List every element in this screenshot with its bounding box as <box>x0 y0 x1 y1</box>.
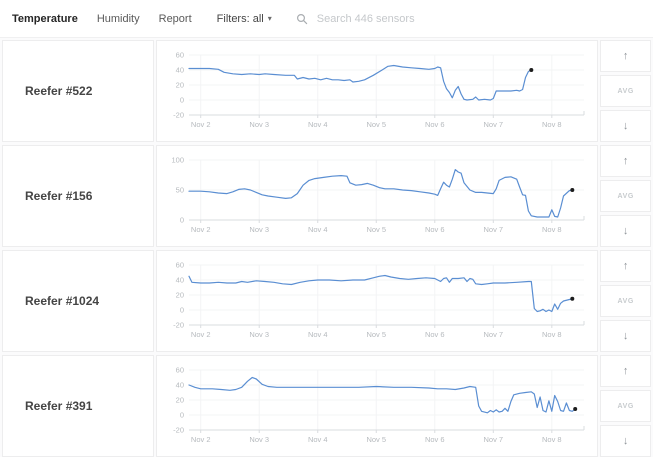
tab-label: Report <box>158 12 192 25</box>
search-input[interactable] <box>314 11 459 26</box>
header-tab[interactable]: Temperature <box>12 13 78 25</box>
caret-down-icon: ▾ <box>267 14 272 23</box>
line-chart[interactable]: 60 40 20 0 -20 Nov 2 Nov 3 Nov 4 Nov 5 Nov 6 Nov 7… <box>157 356 598 456</box>
svg-text:Nov 7: Nov 7 <box>484 330 504 339</box>
svg-text:Nov 6: Nov 6 <box>425 330 445 339</box>
top-bar: Temperature Humidity Report Filters: all ▾ <box>0 0 653 38</box>
sensor-label-card[interactable]: Reefer #1024 <box>2 250 155 352</box>
svg-text:-20: -20 <box>173 111 184 120</box>
sensor-label-card[interactable]: Reefer #156 <box>2 145 155 247</box>
svg-text:Nov 8: Nov 8 <box>542 120 562 129</box>
svg-text:Nov 7: Nov 7 <box>484 435 504 444</box>
svg-text:40: 40 <box>176 276 184 285</box>
svg-text:50: 50 <box>176 186 184 195</box>
arrow-up-icon[interactable]: ↑ <box>600 250 651 282</box>
header-tab[interactable]: Report <box>159 13 192 25</box>
svg-text:Nov 5: Nov 5 <box>367 120 387 129</box>
svg-text:60: 60 <box>176 261 184 270</box>
sensor-name: Reefer #522 <box>25 84 93 98</box>
svg-text:0: 0 <box>180 411 184 420</box>
arrow-up-icon[interactable]: ↑ <box>600 40 651 72</box>
arrow-down-icon[interactable]: ↓ <box>600 215 651 247</box>
chart-controls: ↑ AVG ↓ <box>600 355 651 457</box>
svg-text:20: 20 <box>176 81 184 90</box>
svg-text:0: 0 <box>180 96 184 105</box>
arrow-up-icon[interactable]: ↑ <box>600 145 651 177</box>
svg-text:Nov 8: Nov 8 <box>542 435 562 444</box>
header-tabs: Temperature Humidity Report <box>12 13 211 25</box>
svg-text:Nov 4: Nov 4 <box>308 435 328 444</box>
avg-toggle[interactable]: AVG <box>600 75 651 107</box>
svg-text:Nov 3: Nov 3 <box>250 225 270 234</box>
line-chart[interactable]: 100 50 0 Nov 2 Nov 3 Nov 4 Nov 5 Nov 6 Nov 7 Nov … <box>157 146 598 246</box>
svg-text:-20: -20 <box>173 426 184 435</box>
sensor-chart[interactable]: 60 40 20 0 -20 Nov 2 Nov 3 Nov 4 Nov 5 Nov 6 Nov 7… <box>156 250 599 352</box>
sensor-row: Reefer #156 100 50 0 Nov 2 Nov 3 Nov 4 Nov 5 No… <box>2 145 651 247</box>
line-chart[interactable]: 60 40 20 0 -20 Nov 2 Nov 3 Nov 4 Nov 5 Nov 6 Nov 7… <box>157 251 598 351</box>
avg-toggle[interactable]: AVG <box>600 390 651 422</box>
chart-controls: ↑ AVG ↓ <box>600 145 651 247</box>
search-icon <box>296 13 308 25</box>
svg-text:Nov 8: Nov 8 <box>542 330 562 339</box>
svg-text:-20: -20 <box>173 321 184 330</box>
svg-text:Nov 2: Nov 2 <box>191 225 211 234</box>
svg-text:100: 100 <box>172 156 185 165</box>
sensor-chart[interactable]: 60 40 20 0 -20 Nov 2 Nov 3 Nov 4 Nov 5 Nov 6 Nov 7… <box>156 355 599 457</box>
sensor-row: Reefer #1024 60 40 20 0 -20 Nov 2 Nov 3 Nov 4 No… <box>2 250 651 352</box>
avg-toggle[interactable]: AVG <box>600 285 651 317</box>
rows: Reefer #522 60 40 20 0 -20 Nov 2 Nov 3 Nov 4 Nov… <box>0 38 653 457</box>
svg-text:Nov 8: Nov 8 <box>542 225 562 234</box>
search-box[interactable] <box>296 11 459 26</box>
avg-toggle[interactable]: AVG <box>600 180 651 212</box>
sensor-name: Reefer #1024 <box>25 294 100 308</box>
tab-label: Temperature <box>12 12 78 25</box>
svg-text:Nov 4: Nov 4 <box>308 225 328 234</box>
svg-text:60: 60 <box>176 51 184 60</box>
svg-text:20: 20 <box>176 291 184 300</box>
svg-text:40: 40 <box>176 381 184 390</box>
filters-dropdown[interactable]: Filters: all ▾ <box>217 13 272 25</box>
arrow-down-icon[interactable]: ↓ <box>600 320 651 352</box>
svg-text:Nov 7: Nov 7 <box>484 120 504 129</box>
svg-text:Nov 4: Nov 4 <box>308 330 328 339</box>
sensor-chart[interactable]: 100 50 0 Nov 2 Nov 3 Nov 4 Nov 5 Nov 6 Nov 7 Nov … <box>156 145 599 247</box>
svg-text:Nov 5: Nov 5 <box>367 435 387 444</box>
header-tab[interactable]: Humidity <box>97 13 140 25</box>
svg-text:40: 40 <box>176 66 184 75</box>
svg-text:Nov 2: Nov 2 <box>191 330 211 339</box>
arrow-down-icon[interactable]: ↓ <box>600 425 651 457</box>
svg-text:Nov 2: Nov 2 <box>191 435 211 444</box>
sensor-name: Reefer #156 <box>25 189 93 203</box>
svg-text:Nov 5: Nov 5 <box>367 330 387 339</box>
filters-label: Filters: all <box>216 12 264 25</box>
svg-text:Nov 3: Nov 3 <box>250 330 270 339</box>
svg-text:Nov 6: Nov 6 <box>425 435 445 444</box>
svg-text:Nov 6: Nov 6 <box>425 120 445 129</box>
sensor-chart[interactable]: 60 40 20 0 -20 Nov 2 Nov 3 Nov 4 Nov 5 Nov 6 Nov 7… <box>156 40 599 142</box>
sensor-label-card[interactable]: Reefer #391 <box>2 355 155 457</box>
svg-text:60: 60 <box>176 366 184 375</box>
svg-text:Nov 3: Nov 3 <box>250 120 270 129</box>
sensor-row: Reefer #522 60 40 20 0 -20 Nov 2 Nov 3 Nov 4 Nov… <box>2 40 651 142</box>
svg-text:20: 20 <box>176 396 184 405</box>
svg-text:Nov 6: Nov 6 <box>425 225 445 234</box>
svg-text:0: 0 <box>180 216 184 225</box>
svg-text:Nov 2: Nov 2 <box>191 120 211 129</box>
svg-text:0: 0 <box>180 306 184 315</box>
tab-label: Humidity <box>96 12 140 25</box>
sensor-label-card[interactable]: Reefer #522 <box>2 40 155 142</box>
arrow-up-icon[interactable]: ↑ <box>600 355 651 387</box>
svg-text:Nov 5: Nov 5 <box>367 225 387 234</box>
sensor-row: Reefer #391 60 40 20 0 -20 Nov 2 Nov 3 Nov 4 Nov… <box>2 355 651 457</box>
chart-controls: ↑ AVG ↓ <box>600 40 651 142</box>
svg-text:Nov 7: Nov 7 <box>484 225 504 234</box>
svg-text:Nov 3: Nov 3 <box>250 435 270 444</box>
svg-text:Nov 4: Nov 4 <box>308 120 328 129</box>
chart-controls: ↑ AVG ↓ <box>600 250 651 352</box>
arrow-down-icon[interactable]: ↓ <box>600 110 651 142</box>
line-chart[interactable]: 60 40 20 0 -20 Nov 2 Nov 3 Nov 4 Nov 5 Nov 6 Nov 7… <box>157 41 598 141</box>
sensor-name: Reefer #391 <box>25 399 93 413</box>
